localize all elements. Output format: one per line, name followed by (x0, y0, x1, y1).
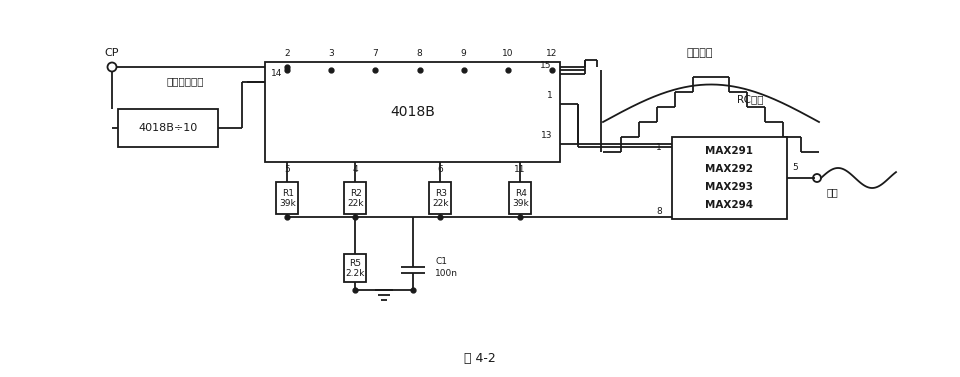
Text: R1: R1 (282, 188, 294, 198)
Bar (429, 182, 451, 214)
Text: 数字输出: 数字输出 (686, 48, 713, 58)
Bar (672, 137, 787, 219)
Text: 39k: 39k (279, 199, 297, 207)
Text: 9: 9 (461, 49, 467, 58)
Text: 2: 2 (284, 49, 290, 58)
Text: RC作用: RC作用 (736, 95, 763, 104)
Text: 时钟脉冲输入: 时钟脉冲输入 (166, 76, 204, 86)
Text: 14: 14 (272, 69, 282, 78)
Text: 图 4-2: 图 4-2 (464, 352, 496, 365)
Text: 4: 4 (352, 166, 358, 175)
Text: 4018B: 4018B (390, 105, 435, 119)
Text: MAX293: MAX293 (706, 182, 754, 192)
Bar (344, 254, 366, 282)
Text: 22k: 22k (348, 199, 364, 207)
Text: 7: 7 (372, 49, 378, 58)
Text: CP: CP (105, 48, 119, 58)
Text: MAX292: MAX292 (706, 164, 754, 174)
Text: 13: 13 (541, 132, 553, 141)
Bar (265, 62, 560, 162)
Bar (276, 182, 298, 214)
Text: 39k: 39k (513, 199, 529, 207)
Text: MAX294: MAX294 (706, 200, 754, 210)
Text: 11: 11 (515, 166, 526, 175)
Bar (344, 182, 366, 214)
Text: R4: R4 (516, 188, 527, 198)
Text: 2.2k: 2.2k (346, 268, 365, 277)
Text: C1: C1 (435, 257, 447, 267)
Text: MAX291: MAX291 (706, 146, 754, 156)
Text: 8: 8 (657, 207, 662, 216)
Text: 1: 1 (657, 143, 662, 152)
Text: 12: 12 (546, 49, 558, 58)
Text: 8: 8 (417, 49, 422, 58)
Bar (118, 109, 218, 147)
Bar (509, 182, 531, 214)
Text: R5: R5 (349, 259, 361, 268)
Text: 100n: 100n (435, 270, 458, 279)
Text: 6: 6 (437, 166, 443, 175)
Text: 22k: 22k (433, 199, 449, 207)
Text: 1: 1 (547, 92, 553, 101)
Text: 5: 5 (284, 166, 290, 175)
Text: 10: 10 (502, 49, 514, 58)
Text: R3: R3 (435, 188, 447, 198)
Text: 3: 3 (328, 49, 334, 58)
Text: 4018B÷10: 4018B÷10 (138, 123, 198, 133)
Text: 15: 15 (540, 61, 552, 70)
Text: 5: 5 (792, 164, 798, 173)
Text: R2: R2 (350, 188, 362, 198)
Text: 输出: 输出 (827, 187, 838, 197)
